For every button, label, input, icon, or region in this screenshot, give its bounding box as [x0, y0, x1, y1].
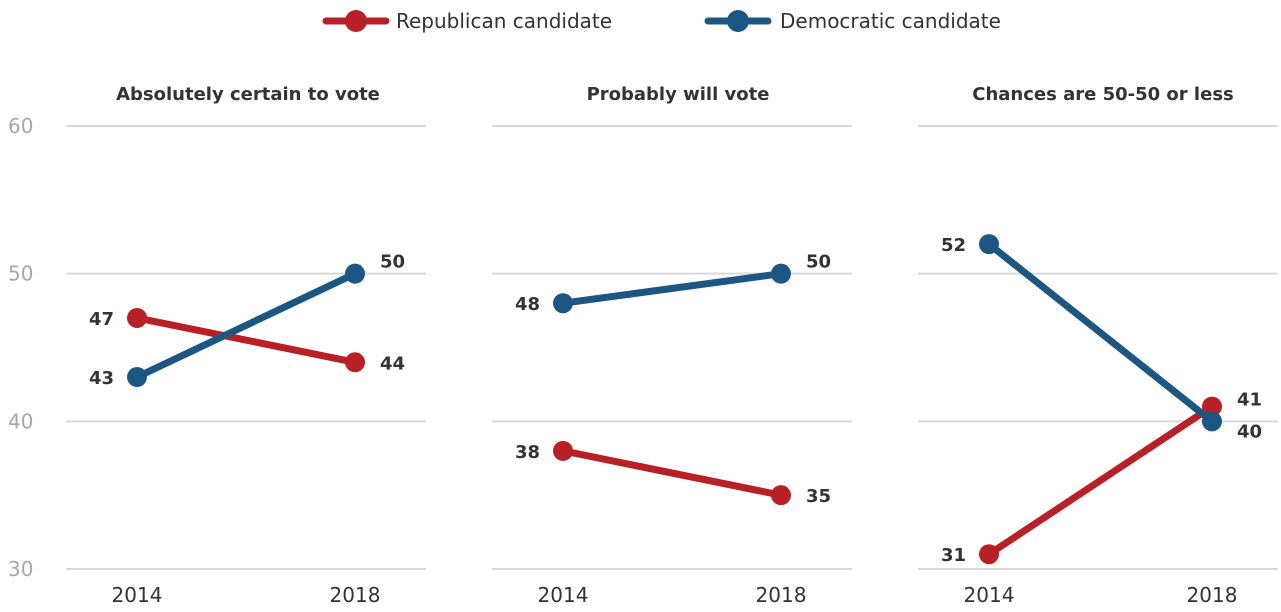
series-line: [133, 314, 359, 366]
legend-swatch-dot: [727, 10, 749, 32]
data-label: 38: [515, 442, 540, 463]
data-label: 47: [89, 309, 114, 330]
y-tick-label: 50: [8, 262, 33, 286]
data-point: [345, 263, 365, 284]
legend-item: Republican candidate: [322, 9, 612, 33]
series-republican: 38 35: [515, 440, 831, 507]
series-line: [985, 403, 1216, 558]
data-label: 43: [89, 368, 114, 389]
data-label: 35: [806, 486, 831, 507]
data-label: 44: [380, 353, 405, 374]
y-tick-label: 30: [8, 557, 33, 581]
data-point: [127, 367, 147, 388]
panel-title: Absolutely certain to vote: [116, 84, 380, 105]
y-axis: 30 40 50 60: [8, 114, 33, 581]
data-point: [1202, 411, 1222, 432]
series-line: [985, 240, 1216, 425]
series-democratic: 52 40: [941, 234, 1262, 442]
x-tick-label: 2014: [538, 583, 589, 607]
data-point: [553, 440, 573, 461]
chart-panel: Probably will vote 2014 2018 38 35 48 50: [492, 84, 852, 607]
legend-label: Democratic candidate: [780, 9, 1001, 33]
legend-item: Democratic candidate: [704, 9, 1001, 33]
x-tick-label: 2018: [1187, 583, 1238, 607]
data-label: 40: [1237, 421, 1262, 442]
data-point: [979, 544, 999, 565]
panel-title: Chances are 50-50 or less: [972, 84, 1234, 105]
legend-swatch-dot: [345, 10, 367, 32]
data-label: 41: [1237, 390, 1262, 411]
data-point: [771, 263, 791, 284]
y-tick-label: 60: [8, 114, 33, 138]
chart-panel: Chances are 50-50 or less 2014 2018 31 41 52 4…: [918, 84, 1278, 607]
data-label: 48: [515, 294, 540, 315]
data-point: [979, 234, 999, 255]
y-tick-label: 40: [8, 409, 33, 433]
data-point: [553, 293, 573, 314]
data-label: 52: [941, 235, 966, 256]
legend: Republican candidate Democratic candidate: [322, 9, 1001, 33]
data-point: [345, 352, 365, 373]
series-line: [559, 270, 785, 307]
data-point: [771, 485, 791, 506]
x-tick-label: 2014: [964, 583, 1015, 607]
data-point: [127, 307, 147, 328]
panel-title: Probably will vote: [587, 84, 770, 105]
x-tick-label: 2018: [756, 583, 807, 607]
series-republican: 31 41: [941, 390, 1262, 567]
x-tick-label: 2018: [330, 583, 381, 607]
data-label: 50: [806, 252, 831, 273]
data-label: 31: [941, 545, 966, 566]
series-republican: 47 44: [89, 307, 405, 374]
data-point: [1202, 396, 1222, 417]
series-democratic: 43 50: [89, 252, 405, 389]
series-line: [133, 270, 359, 381]
legend-label: Republican candidate: [396, 9, 612, 33]
data-label: 50: [380, 252, 405, 273]
series-democratic: 48 50: [515, 252, 831, 316]
series-line: [559, 447, 785, 499]
x-tick-label: 2014: [112, 583, 163, 607]
